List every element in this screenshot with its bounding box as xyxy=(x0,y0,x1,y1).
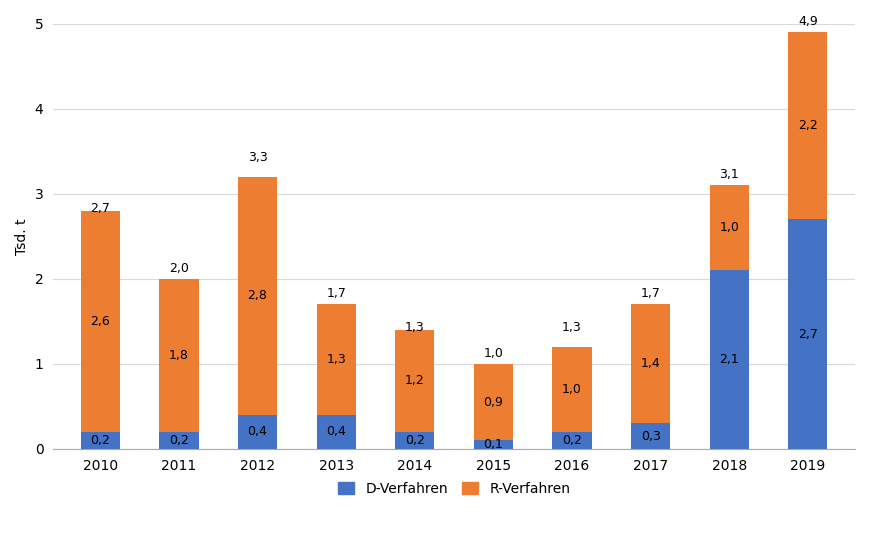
Bar xyxy=(395,432,434,449)
Text: 0,2: 0,2 xyxy=(90,434,110,447)
Text: 2,7: 2,7 xyxy=(797,328,817,340)
Text: 3,1: 3,1 xyxy=(719,168,739,181)
Bar xyxy=(787,32,826,219)
Text: 2,1: 2,1 xyxy=(719,353,739,366)
Text: 2,8: 2,8 xyxy=(248,289,267,302)
Bar xyxy=(81,432,120,449)
Bar xyxy=(237,415,277,449)
Text: 1,4: 1,4 xyxy=(640,357,660,371)
Text: 2,2: 2,2 xyxy=(797,119,817,132)
Text: 1,0: 1,0 xyxy=(483,346,503,360)
Text: 0,3: 0,3 xyxy=(640,429,660,442)
Text: 0,2: 0,2 xyxy=(561,434,581,447)
Bar xyxy=(709,270,748,449)
Bar xyxy=(316,304,355,415)
Bar xyxy=(81,211,120,432)
Bar xyxy=(552,347,591,432)
Text: 0,2: 0,2 xyxy=(404,434,424,447)
Text: 2,0: 2,0 xyxy=(169,261,189,274)
Text: 2,7: 2,7 xyxy=(90,202,110,215)
Bar xyxy=(395,330,434,432)
Text: 2,6: 2,6 xyxy=(90,315,110,328)
Legend: D-Verfahren, R-Verfahren: D-Verfahren, R-Verfahren xyxy=(332,477,575,501)
Bar xyxy=(709,186,748,270)
Text: 1,3: 1,3 xyxy=(404,321,424,334)
Bar xyxy=(474,364,513,440)
Bar xyxy=(630,423,669,449)
Y-axis label: Tsd. t: Tsd. t xyxy=(15,218,29,255)
Text: 1,3: 1,3 xyxy=(326,353,346,366)
Text: 1,8: 1,8 xyxy=(169,349,189,362)
Text: 1,3: 1,3 xyxy=(561,321,581,334)
Bar xyxy=(159,279,198,432)
Text: 0,4: 0,4 xyxy=(248,425,267,438)
Text: 1,0: 1,0 xyxy=(561,383,581,396)
Text: 1,7: 1,7 xyxy=(640,287,660,300)
Text: 4,9: 4,9 xyxy=(797,15,817,28)
Text: 0,1: 0,1 xyxy=(483,438,503,451)
Text: 1,7: 1,7 xyxy=(326,287,346,300)
Text: 1,0: 1,0 xyxy=(719,221,739,234)
Bar xyxy=(630,304,669,423)
Bar xyxy=(316,415,355,449)
Text: 0,2: 0,2 xyxy=(169,434,189,447)
Bar xyxy=(787,219,826,449)
Bar xyxy=(474,440,513,449)
Bar xyxy=(552,432,591,449)
Text: 0,4: 0,4 xyxy=(326,425,346,438)
Text: 1,2: 1,2 xyxy=(404,374,424,387)
Text: 0,9: 0,9 xyxy=(483,396,503,408)
Text: 3,3: 3,3 xyxy=(248,151,267,164)
Bar xyxy=(159,432,198,449)
Bar xyxy=(237,177,277,415)
